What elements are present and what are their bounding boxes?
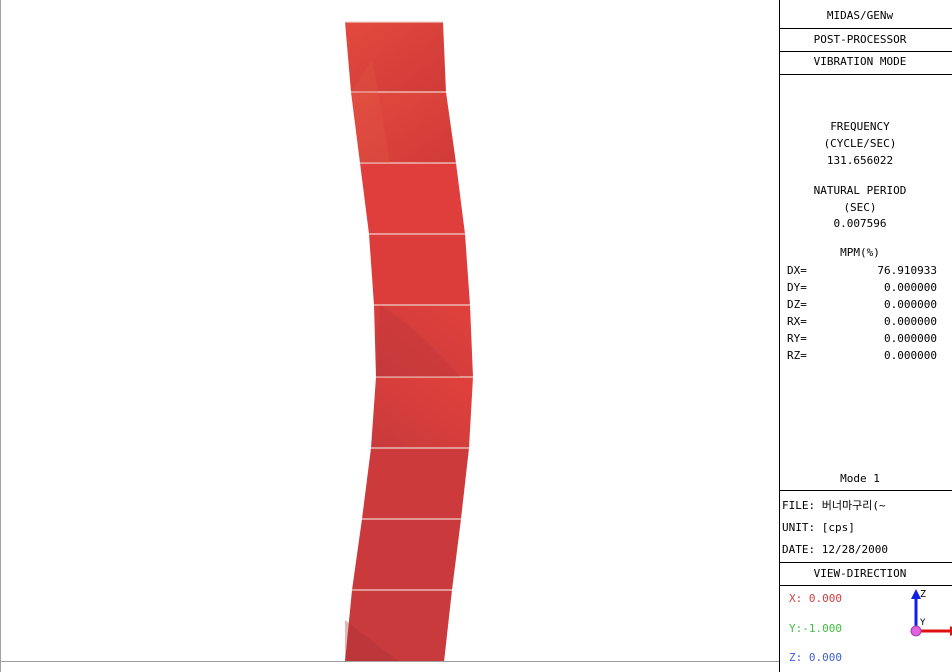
mesh-element: [369, 234, 470, 305]
program-name: MIDAS/GENw: [826, 9, 894, 22]
mesh-element: [345, 22, 446, 92]
period-label: NATURAL PERIOD: [813, 184, 907, 197]
mesh-element: [345, 590, 452, 662]
mode-label: Mode 1: [840, 472, 880, 485]
mpm-dx-value: 76.910933: [877, 264, 937, 277]
axis-z-label: Z: [920, 589, 926, 600]
post-processor-label: POST-PROCESSOR: [813, 33, 907, 46]
view-direction-label: VIEW-DIRECTION: [813, 567, 907, 580]
axis-y-label: Y: [920, 618, 926, 628]
mpm-dz-label: DZ=: [787, 298, 807, 311]
mpm-dy-label: DY=: [787, 281, 807, 294]
z-direction: Z: 0.000: [789, 651, 842, 664]
mesh-element: [351, 92, 456, 163]
period-unit: (SEC): [843, 201, 877, 214]
divider: [780, 562, 952, 563]
mesh-element: [360, 163, 465, 234]
y-direction: Y:-1.000: [789, 622, 842, 635]
mesh-element: [362, 448, 469, 519]
mesh-element: [371, 377, 473, 448]
result-type: VIBRATION MODE: [813, 55, 907, 68]
mpm-rz-label: RZ=: [787, 349, 807, 362]
divider: [780, 28, 952, 29]
date-info: DATE: 12/28/2000: [782, 543, 888, 556]
viewport-bottom-border: [0, 661, 779, 662]
divider: [780, 490, 952, 491]
axis-triad-icon: Z Y: [910, 589, 952, 637]
viewport-border: [0, 0, 1, 672]
divider: [780, 74, 952, 75]
frequency-value: 131.656022: [826, 154, 894, 167]
model-viewport[interactable]: [0, 0, 779, 672]
mpm-dy-value: 0.000000: [884, 281, 937, 294]
mpm-rx-label: RX=: [787, 315, 807, 328]
file-info: FILE: 버너마구리(~: [782, 499, 886, 512]
mpm-ry-value: 0.000000: [884, 332, 937, 345]
mesh-element: [352, 519, 461, 590]
frequency-unit: (CYCLE/SEC): [823, 137, 897, 150]
panel-divider: [779, 0, 780, 672]
mesh-element: [374, 305, 473, 377]
mpm-label: MPM(%): [840, 246, 880, 259]
divider: [780, 51, 952, 52]
deformed-beam-mesh: [345, 21, 473, 662]
mpm-ry-label: RY=: [787, 332, 807, 345]
divider: [780, 585, 952, 586]
frequency-label: FREQUENCY: [830, 120, 890, 133]
mpm-dz-value: 0.000000: [884, 298, 937, 311]
x-direction: X: 0.000: [789, 592, 842, 605]
mpm-rx-value: 0.000000: [884, 315, 937, 328]
mpm-rz-value: 0.000000: [884, 349, 937, 362]
period-value: 0.007596: [833, 217, 887, 230]
mpm-dx-label: DX=: [787, 264, 807, 277]
info-panel: MIDAS/GENw POST-PROCESSOR VIBRATION MODE…: [780, 0, 952, 672]
unit-info: UNIT: [cps]: [782, 521, 855, 534]
